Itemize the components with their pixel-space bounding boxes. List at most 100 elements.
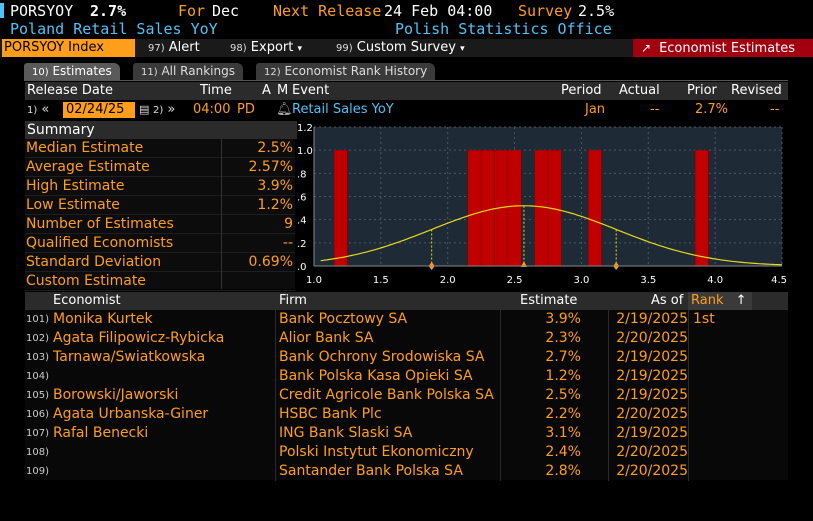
row-number: 109) bbox=[26, 466, 49, 477]
event-name[interactable]: Retail Sales YoY bbox=[292, 102, 394, 117]
table-row[interactable]: 108) Polski Instytut Ekonomiczny 2.4% 2/20/… bbox=[25, 443, 788, 462]
column-divider bbox=[275, 443, 276, 462]
col-m: M bbox=[277, 83, 289, 98]
row-number: 108) bbox=[26, 447, 49, 458]
col-prior: Prior bbox=[687, 83, 717, 98]
col-as-of[interactable]: As of bbox=[651, 293, 684, 308]
table-row[interactable]: 104) Bank Polska Kasa Opieki SA 1.2% 2/19/2… bbox=[25, 367, 788, 386]
histogram-bar bbox=[534, 149, 549, 267]
row-number: 102) bbox=[26, 333, 49, 344]
economist-name: Borowski/Jaworski bbox=[53, 387, 179, 403]
economist-name: Monika Kurtek bbox=[53, 311, 153, 327]
economist-estimates-button[interactable]: ↗ Economist Estimates bbox=[633, 39, 813, 57]
summary-divider bbox=[25, 176, 295, 177]
column-divider bbox=[275, 329, 276, 348]
summary-label: Low Estimate bbox=[26, 197, 120, 213]
as-of-date: 2/19/2025 bbox=[616, 311, 688, 327]
summary-title: Summary bbox=[25, 121, 297, 139]
column-divider bbox=[275, 348, 276, 367]
alert-label: Alert bbox=[168, 40, 200, 55]
custom-label: Custom Survey bbox=[356, 40, 456, 55]
y-tick-label: .6 bbox=[297, 193, 307, 204]
table-row[interactable]: 109) Santander Bank Polska SA 2.8% 2/20/202… bbox=[25, 462, 788, 481]
as-of-date: 2/19/2025 bbox=[616, 368, 688, 384]
sub-header: Poland Retail Sales YoY Polish Statistic… bbox=[0, 20, 813, 38]
summary-label: Standard Deviation bbox=[26, 254, 162, 270]
column-divider bbox=[275, 310, 276, 329]
column-divider bbox=[500, 348, 501, 367]
y-tick-label: 1.0 bbox=[297, 146, 313, 157]
x-tick-label: 2.5 bbox=[507, 275, 523, 286]
last-value: 2.7% bbox=[90, 2, 127, 20]
alert-button[interactable]: 97) Alert bbox=[148, 39, 200, 57]
distribution-chart: .0 .2 .4 .6 .8 1.0 1.2 1.0 1.5 2.0 2.5 3.0 3.5 4.0 4.5 bbox=[296, 121, 788, 291]
top-header: PORSYOY 2.7% For Dec Next Release 24 Feb… bbox=[0, 2, 813, 21]
index-button[interactable]: PORSYOY Index bbox=[2, 39, 135, 57]
estimate-value: 2.5% bbox=[545, 387, 581, 403]
bell-icon[interactable]: 🔔︎ bbox=[276, 102, 293, 117]
source: Polish Statistics Office bbox=[395, 20, 612, 38]
tab-num: 11) bbox=[141, 67, 158, 78]
summary-divider bbox=[25, 214, 295, 215]
summary-column-divider bbox=[221, 139, 222, 289]
external-link-icon: ↗ bbox=[641, 41, 652, 55]
column-divider bbox=[608, 386, 609, 405]
column-divider bbox=[608, 367, 609, 386]
column-divider bbox=[688, 386, 689, 405]
as-of-date: 2/19/2025 bbox=[616, 425, 688, 441]
summary-panel: Summary Median Estimate 2.5% Average Estim… bbox=[25, 121, 297, 291]
summary-value: 3.9% bbox=[257, 178, 293, 194]
col-firm[interactable]: Firm bbox=[279, 293, 307, 308]
column-divider bbox=[688, 348, 689, 367]
col-economist[interactable]: Economist bbox=[53, 293, 121, 308]
tab-economist-rank-history[interactable]: 12) Economist Rank History bbox=[256, 63, 436, 80]
col-rank[interactable]: Rank ↑ bbox=[688, 292, 752, 310]
y-tick-label: .4 bbox=[297, 216, 307, 227]
table-row[interactable]: 106) Agata Urbanska-Giner HSBC Bank Plc 2.2… bbox=[25, 405, 788, 424]
col-estimate[interactable]: Estimate bbox=[520, 293, 578, 308]
release-date-input[interactable]: 02/24/25 bbox=[63, 102, 135, 118]
summary-label: High Estimate bbox=[26, 178, 125, 194]
y-tick-label: .2 bbox=[297, 239, 307, 250]
table-row[interactable]: 105) Borowski/Jaworski Credit Agricole Ban… bbox=[25, 386, 788, 405]
estimates-table: 101) Monika Kurtek Bank Pocztowy SA 3.9% 2/1… bbox=[25, 310, 788, 481]
release-period: Jan bbox=[585, 102, 606, 117]
export-button[interactable]: 98) Export ▾ bbox=[230, 39, 302, 57]
row-number: 107) bbox=[26, 428, 49, 439]
summary-value: 2.5% bbox=[257, 140, 293, 156]
column-divider bbox=[608, 348, 609, 367]
calendar-icon[interactable]: ▤ bbox=[139, 103, 150, 116]
summary-divider bbox=[25, 157, 295, 158]
release-prior: 2.7% bbox=[695, 102, 729, 117]
column-divider bbox=[275, 367, 276, 386]
prev-date-button[interactable]: 1) « bbox=[27, 101, 49, 120]
estimate-value: 2.7% bbox=[545, 349, 581, 365]
tab-all-rankings[interactable]: 11) All Rankings bbox=[133, 63, 243, 80]
x-tick-label: 3.0 bbox=[573, 275, 589, 286]
as-of-date: 2/20/2025 bbox=[616, 463, 688, 479]
col-release-date: Release Date bbox=[27, 83, 113, 98]
economist-name: Rafal Benecki bbox=[53, 425, 149, 441]
next-num: 2) bbox=[153, 105, 164, 116]
release-revised: -- bbox=[770, 102, 780, 117]
table-row[interactable]: 107) Rafal Benecki ING Bank Slaski SA 3.1% 2… bbox=[25, 424, 788, 443]
security-badge bbox=[0, 3, 4, 18]
table-row[interactable]: 102) Agata Filipowicz-Rybicka Alior Bank S… bbox=[25, 329, 788, 348]
custom-survey-button[interactable]: 99) Custom Survey ▾ bbox=[336, 39, 465, 57]
tab-estimates[interactable]: 10) Estimates bbox=[24, 63, 120, 80]
ticker: PORSYOY bbox=[10, 2, 74, 20]
economist-name: Tarnawa/Swiatkowska bbox=[53, 349, 206, 365]
for-value: Dec bbox=[212, 2, 240, 20]
table-row[interactable]: 103) Tarnawa/Swiatkowska Bank Ochrony Srod… bbox=[25, 348, 788, 367]
description: Poland Retail Sales YoY bbox=[10, 20, 218, 38]
as-of-date: 2/20/2025 bbox=[616, 444, 688, 460]
summary-value: 1.2% bbox=[257, 197, 293, 213]
y-tick-label: .0 bbox=[297, 262, 307, 273]
histogram-bar bbox=[467, 149, 482, 267]
table-row[interactable]: 101) Monika Kurtek Bank Pocztowy SA 3.9% 2/1… bbox=[25, 310, 788, 329]
x-tick-label: 2.0 bbox=[440, 275, 456, 286]
column-divider bbox=[275, 405, 276, 424]
next-date-button[interactable]: 2) » bbox=[153, 101, 175, 120]
export-num: 98) bbox=[230, 43, 247, 54]
chart-svg: .0 .2 .4 .6 .8 1.0 1.2 1.0 1.5 2.0 2.5 3.0 3.5 4.0 4.5 bbox=[297, 123, 787, 286]
